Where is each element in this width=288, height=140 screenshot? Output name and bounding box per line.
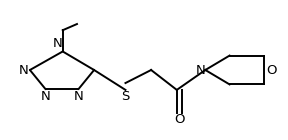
Text: N: N [196, 64, 205, 76]
Text: N: N [41, 90, 50, 103]
Text: N: N [53, 37, 63, 50]
Text: O: O [266, 64, 276, 76]
Text: N: N [73, 90, 83, 103]
Text: O: O [174, 113, 185, 126]
Text: N: N [19, 64, 29, 76]
Text: S: S [121, 90, 130, 103]
